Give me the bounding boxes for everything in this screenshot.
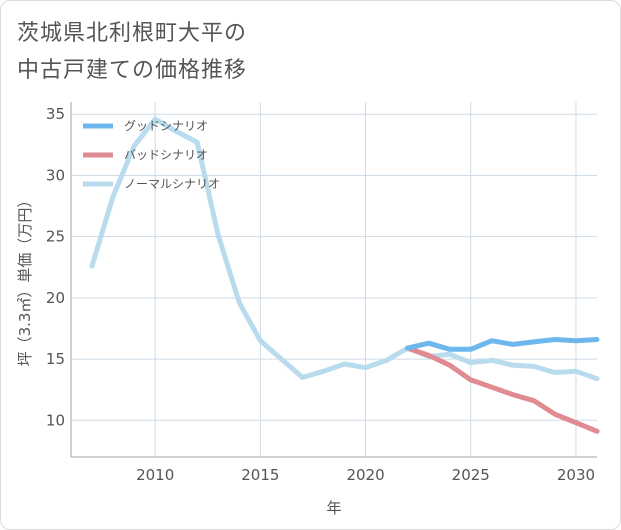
legend-label: ノーマルシナリオ bbox=[124, 177, 220, 191]
series-line-0 bbox=[405, 337, 600, 352]
y-tick-label: 20 bbox=[46, 289, 65, 307]
chart-title-line-1: 茨城県北利根町大平の bbox=[17, 21, 248, 46]
x-tick-label: 2020 bbox=[346, 466, 384, 484]
chart-title: 茨城県北利根町大平の 中古戸建ての価格推移 bbox=[17, 15, 577, 89]
legend-label: バッドシナリオ bbox=[124, 148, 208, 162]
x-axis-label: 年 bbox=[326, 499, 341, 517]
chart-title-line-2: 中古戸建ての価格推移 bbox=[17, 58, 248, 83]
y-tick-label: 35 bbox=[46, 105, 65, 123]
x-tick-label: 2025 bbox=[452, 466, 490, 484]
y-axis-label: 坪（3.3㎡）単価（万円） bbox=[16, 193, 34, 367]
y-tick-label: 15 bbox=[46, 350, 65, 368]
axes bbox=[70, 102, 597, 458]
x-tick-label: 2030 bbox=[557, 466, 595, 484]
legend-label: グッドシナリオ bbox=[124, 119, 208, 133]
y-tick-label: 10 bbox=[46, 411, 65, 429]
x-tick-label: 2010 bbox=[136, 466, 174, 484]
grid-lines bbox=[71, 102, 597, 457]
x-tick-label: 2015 bbox=[241, 466, 279, 484]
y-tick-label: 25 bbox=[46, 228, 65, 246]
series-line-1 bbox=[405, 345, 600, 434]
series-lines bbox=[89, 116, 600, 434]
series-line-2 bbox=[89, 116, 600, 382]
y-tick-label: 30 bbox=[46, 166, 65, 184]
